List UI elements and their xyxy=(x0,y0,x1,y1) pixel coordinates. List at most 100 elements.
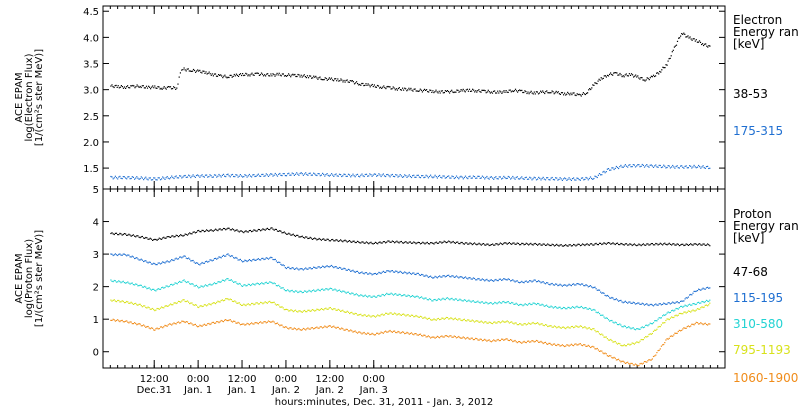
data-point xyxy=(271,173,273,175)
data-point xyxy=(319,290,321,292)
data-point xyxy=(649,244,651,246)
y-axis-label: ACE EPAM xyxy=(14,72,25,122)
data-point xyxy=(140,325,142,327)
data-point xyxy=(529,243,531,245)
data-point xyxy=(514,339,516,342)
data-point xyxy=(256,302,258,304)
data-point xyxy=(113,279,115,282)
data-point xyxy=(333,325,335,327)
data-point xyxy=(273,259,275,261)
data-point xyxy=(634,342,637,344)
data-point xyxy=(379,315,381,317)
data-point xyxy=(587,308,589,310)
data-point xyxy=(487,322,489,324)
data-point xyxy=(466,320,468,322)
data-point xyxy=(657,304,659,306)
data-point xyxy=(340,267,342,269)
data-point xyxy=(409,315,411,317)
data-point xyxy=(336,290,338,292)
data-point xyxy=(423,88,426,90)
data-point xyxy=(642,303,644,305)
data-point xyxy=(623,344,625,346)
data-point xyxy=(636,165,638,167)
data-point xyxy=(703,306,705,308)
data-point xyxy=(434,319,436,321)
data-point xyxy=(479,338,481,340)
data-point xyxy=(498,92,500,94)
data-point xyxy=(593,346,595,348)
data-point xyxy=(243,284,245,286)
data-point xyxy=(163,236,165,238)
data-point xyxy=(257,228,259,231)
data-point xyxy=(483,302,485,304)
data-point xyxy=(177,258,180,260)
data-point xyxy=(306,291,308,293)
data-point xyxy=(596,330,598,332)
data-point xyxy=(318,77,320,79)
y-tick-label: 3.5 xyxy=(83,60,99,71)
data-point xyxy=(452,299,454,301)
data-point xyxy=(623,76,625,78)
data-point xyxy=(692,166,694,168)
data-point xyxy=(385,330,387,332)
data-point xyxy=(314,327,316,329)
data-point xyxy=(115,301,118,303)
data-point xyxy=(426,299,428,301)
data-point xyxy=(340,78,342,80)
data-point xyxy=(546,324,548,326)
data-point xyxy=(578,326,580,328)
data-point xyxy=(471,337,473,339)
data-point xyxy=(559,244,561,246)
data-point xyxy=(159,307,162,309)
data-point xyxy=(317,266,319,268)
data-point xyxy=(506,243,508,245)
data-point xyxy=(297,311,299,313)
data-point xyxy=(622,360,624,362)
data-point xyxy=(164,305,166,307)
data-point xyxy=(239,73,242,75)
data-point xyxy=(522,242,524,245)
data-point xyxy=(568,345,570,347)
data-point xyxy=(181,281,183,283)
data-point xyxy=(291,309,293,312)
data-point xyxy=(692,292,694,294)
data-point xyxy=(324,289,326,291)
data-point xyxy=(314,173,316,175)
data-point xyxy=(371,296,373,298)
data-point xyxy=(588,244,590,246)
data-point xyxy=(453,91,455,94)
data-point xyxy=(165,261,167,263)
data-point xyxy=(584,244,586,247)
data-point xyxy=(686,305,688,307)
data-point xyxy=(551,306,553,308)
data-point xyxy=(419,88,421,90)
data-point xyxy=(356,314,359,316)
data-point xyxy=(122,233,124,236)
data-point xyxy=(607,242,610,244)
data-point xyxy=(113,86,115,89)
data-point xyxy=(155,328,157,330)
data-point xyxy=(336,239,338,241)
data-point xyxy=(311,268,313,270)
data-point xyxy=(215,257,217,259)
data-point xyxy=(368,243,370,245)
data-point xyxy=(141,306,143,308)
data-point xyxy=(280,306,282,308)
data-point xyxy=(284,308,286,311)
data-point xyxy=(303,74,305,76)
data-point xyxy=(564,284,566,286)
data-point xyxy=(258,259,261,261)
data-point xyxy=(559,306,561,308)
data-point xyxy=(537,244,539,246)
data-point xyxy=(683,167,685,169)
data-point xyxy=(349,80,351,82)
data-point xyxy=(580,305,583,308)
data-point xyxy=(137,285,139,287)
data-point xyxy=(557,285,559,287)
data-point xyxy=(261,322,263,324)
data-point xyxy=(310,310,312,312)
data-point xyxy=(422,297,424,299)
data-point xyxy=(418,176,420,178)
data-point xyxy=(198,306,200,309)
data-point xyxy=(383,241,386,243)
